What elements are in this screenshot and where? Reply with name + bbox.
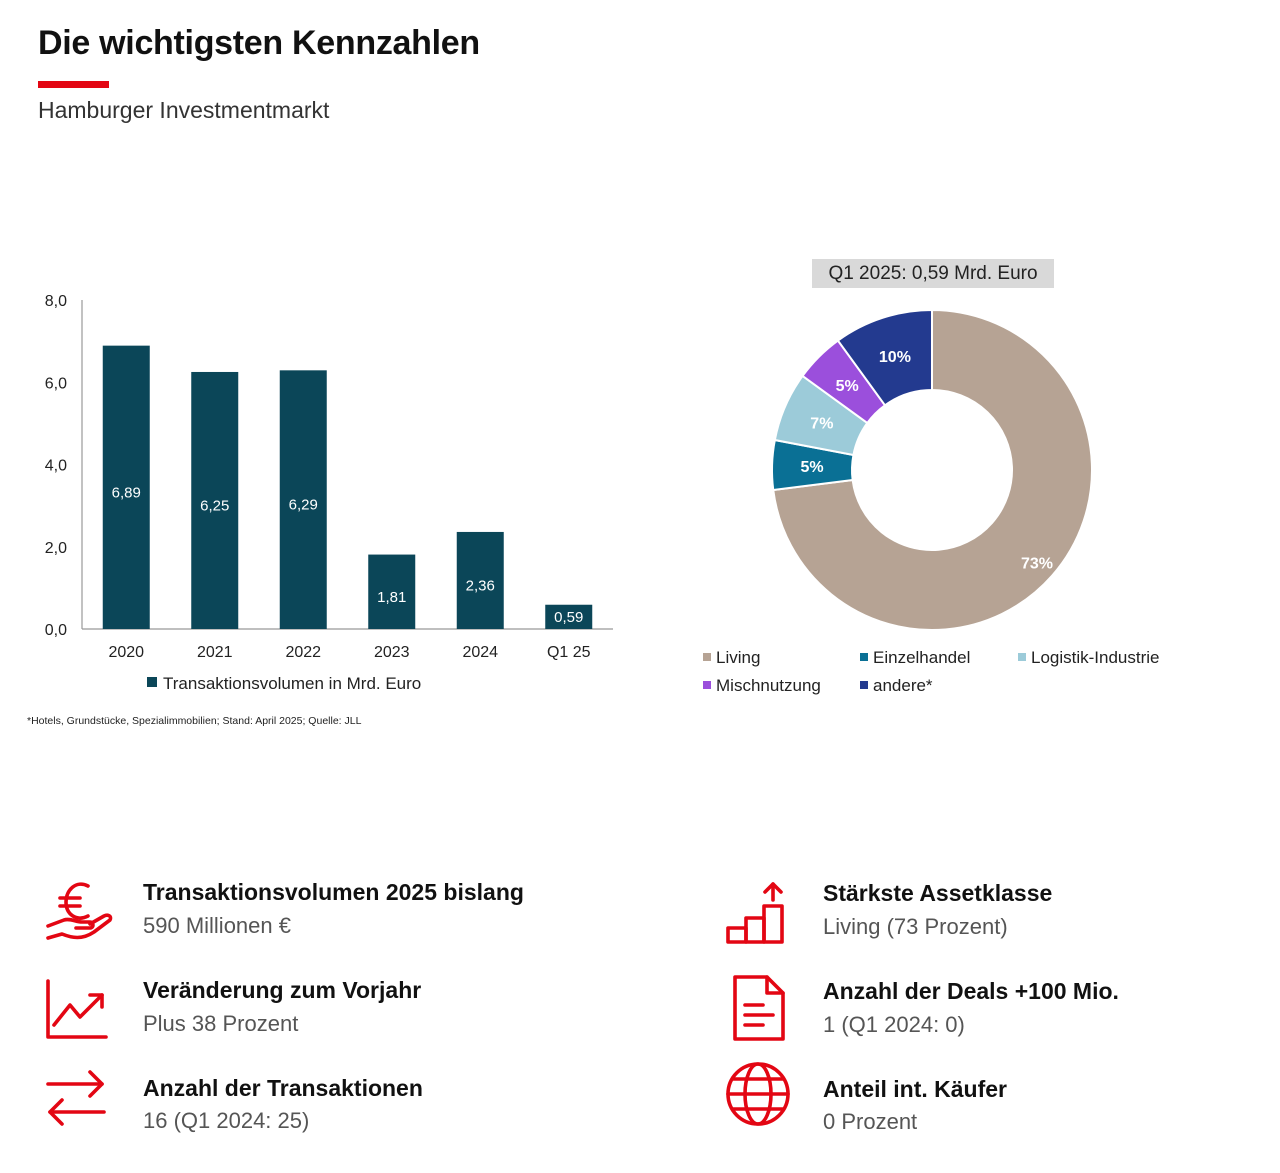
bar-value-label: 6,29	[289, 497, 318, 514]
kpi-label: Transaktionsvolumen 2025 bislang	[143, 879, 524, 905]
growth-bars-icon	[726, 882, 784, 944]
kpi-value: Living (73 Prozent)	[823, 914, 1008, 939]
x-tick-label: 2022	[285, 644, 321, 661]
x-tick-label: 2023	[374, 644, 410, 661]
donut-slice-label: 7%	[810, 415, 833, 432]
globe-icon	[726, 1062, 790, 1126]
bar-value-label: 2,36	[466, 577, 495, 594]
x-tick-label: 2024	[462, 644, 498, 661]
euro-hand-icon	[46, 882, 113, 940]
bar-chart: 0,0 2,0 4,0 6,0 8,0 6,89 2020 6,25 2021 6,29 2022 1…	[45, 293, 613, 693]
page-title: Die wichtigsten Kennzahlen	[38, 24, 480, 62]
bar	[368, 554, 416, 629]
kpi-value: Plus 38 Prozent	[143, 1011, 299, 1036]
chart-footnote: *Hotels, Grundstücke, Spezialimmobilien;…	[27, 715, 362, 727]
kpi-value: 16 (Q1 2024: 25)	[143, 1108, 310, 1133]
bar-value-label: 0,59	[554, 609, 583, 626]
kpi-label: Anzahl der Transaktionen	[143, 1075, 423, 1101]
y-tick-label: 6,0	[45, 375, 67, 392]
x-tick-label: Q1 25	[547, 644, 591, 661]
bar	[191, 371, 239, 629]
bar-value-label: 6,89	[112, 484, 141, 501]
donut-slice-label: 5%	[800, 459, 823, 476]
legend-swatch	[1018, 653, 1026, 661]
kpi-label: Anzahl der Deals +100 Mio.	[823, 978, 1119, 1004]
legend-swatch	[703, 653, 711, 661]
legend-label: Mischnutzung	[716, 676, 821, 695]
bar	[279, 370, 327, 629]
kpi-label: Anteil int. Käufer	[823, 1076, 1008, 1102]
y-tick-label: 2,0	[45, 540, 67, 557]
charts-canvas: 0,0 2,0 4,0 6,0 8,0 6,89 2020 6,25 2021 6,29 2022 1…	[45, 293, 1160, 695]
legend-label: Transaktionsvolumen in Mrd. Euro	[163, 674, 421, 693]
bar	[456, 531, 504, 629]
donut-chart: 73% 5% 7% 5% 10% Living Einzelhandel Logistik-I…	[703, 308, 1160, 695]
page-subtitle: Hamburger Investmentmarkt	[38, 97, 330, 123]
donut-slice-label: 73%	[1021, 556, 1053, 573]
legend-swatch	[860, 653, 868, 661]
trend-up-chart-icon	[46, 979, 108, 1039]
donut-chart-title: Q1 2025: 0,59 Mrd. Euro	[812, 259, 1054, 288]
legend-swatch	[147, 677, 157, 687]
legend-label: Logistik-Industrie	[1031, 648, 1160, 667]
bar-value-label: 6,25	[200, 497, 229, 514]
exchange-arrows-icon	[46, 1070, 106, 1126]
legend-label: Living	[716, 648, 760, 667]
bar-value-label: 1,81	[377, 589, 406, 606]
donut-slice-living	[772, 308, 1093, 631]
bar	[545, 604, 593, 629]
kpi-value: 0 Prozent	[823, 1109, 918, 1134]
donut-slice-andere	[836, 308, 933, 407]
donut-slice-label: 10%	[879, 349, 911, 366]
kpi-value: 1 (Q1 2024: 0)	[823, 1012, 965, 1037]
x-tick-label: 2021	[197, 644, 233, 661]
kpi-label: Stärkste Assetklasse	[823, 880, 1053, 906]
legend-label: Einzelhandel	[873, 648, 970, 667]
kpi-label: Veränderung zum Vorjahr	[143, 977, 422, 1003]
y-tick-label: 8,0	[45, 293, 67, 310]
bar	[102, 345, 150, 629]
y-tick-label: 0,0	[45, 622, 67, 639]
legend-swatch	[860, 681, 868, 689]
donut-slice-label: 5%	[836, 378, 859, 395]
x-tick-label: 2020	[108, 644, 144, 661]
legend-swatch	[703, 681, 711, 689]
y-tick-label: 4,0	[45, 458, 67, 475]
title-accent-bar	[38, 81, 109, 88]
legend-label: andere*	[873, 676, 933, 695]
kpi-value: 590 Millionen €	[143, 913, 291, 938]
document-icon	[733, 975, 785, 1041]
